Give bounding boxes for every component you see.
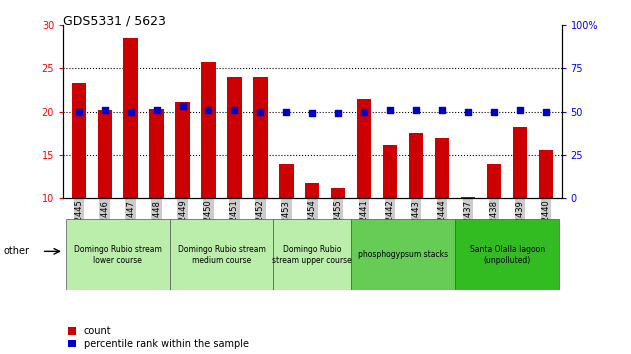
Bar xyxy=(227,77,242,285)
Text: Domingo Rubio
stream upper course: Domingo Rubio stream upper course xyxy=(273,245,352,264)
Point xyxy=(385,107,395,113)
Text: Domingo Rubio stream
medium course: Domingo Rubio stream medium course xyxy=(177,245,266,264)
Point xyxy=(74,109,84,114)
Bar xyxy=(71,83,86,285)
Bar xyxy=(461,196,475,285)
Bar xyxy=(150,109,163,285)
Bar xyxy=(273,219,351,290)
Bar xyxy=(124,38,138,285)
Point xyxy=(489,109,499,114)
Point xyxy=(437,107,447,113)
Point xyxy=(126,109,136,114)
Legend: count, percentile rank within the sample: count, percentile rank within the sample xyxy=(68,326,249,349)
Point xyxy=(151,107,162,113)
Bar xyxy=(280,164,293,285)
Bar xyxy=(539,150,553,285)
Bar xyxy=(66,219,170,290)
Text: Santa Olalla lagoon
(unpolluted): Santa Olalla lagoon (unpolluted) xyxy=(469,245,545,264)
Bar xyxy=(351,219,455,290)
Point xyxy=(359,109,369,114)
Bar xyxy=(201,62,216,285)
Point xyxy=(177,103,187,109)
Point xyxy=(256,109,266,114)
Bar xyxy=(357,98,372,285)
Point xyxy=(463,109,473,114)
Point xyxy=(307,110,317,116)
Bar xyxy=(455,219,559,290)
Text: GDS5331 / 5623: GDS5331 / 5623 xyxy=(63,14,166,27)
Bar xyxy=(170,219,273,290)
Text: other: other xyxy=(3,246,29,256)
Point xyxy=(541,109,551,114)
Point xyxy=(100,107,110,113)
Bar xyxy=(98,110,112,285)
Text: phosphogypsum stacks: phosphogypsum stacks xyxy=(358,250,448,259)
Point xyxy=(333,110,343,116)
Bar xyxy=(175,102,190,285)
Point xyxy=(203,107,213,113)
Text: Domingo Rubio stream
lower course: Domingo Rubio stream lower course xyxy=(74,245,162,264)
Bar xyxy=(253,77,268,285)
Bar xyxy=(487,164,501,285)
Point xyxy=(281,109,292,114)
Bar xyxy=(513,127,527,285)
Bar xyxy=(435,137,449,285)
Bar xyxy=(305,183,319,285)
Bar xyxy=(409,133,423,285)
Point xyxy=(411,107,422,113)
Point xyxy=(230,107,240,113)
Bar xyxy=(383,145,398,285)
Point xyxy=(515,107,525,113)
Bar xyxy=(331,188,345,285)
